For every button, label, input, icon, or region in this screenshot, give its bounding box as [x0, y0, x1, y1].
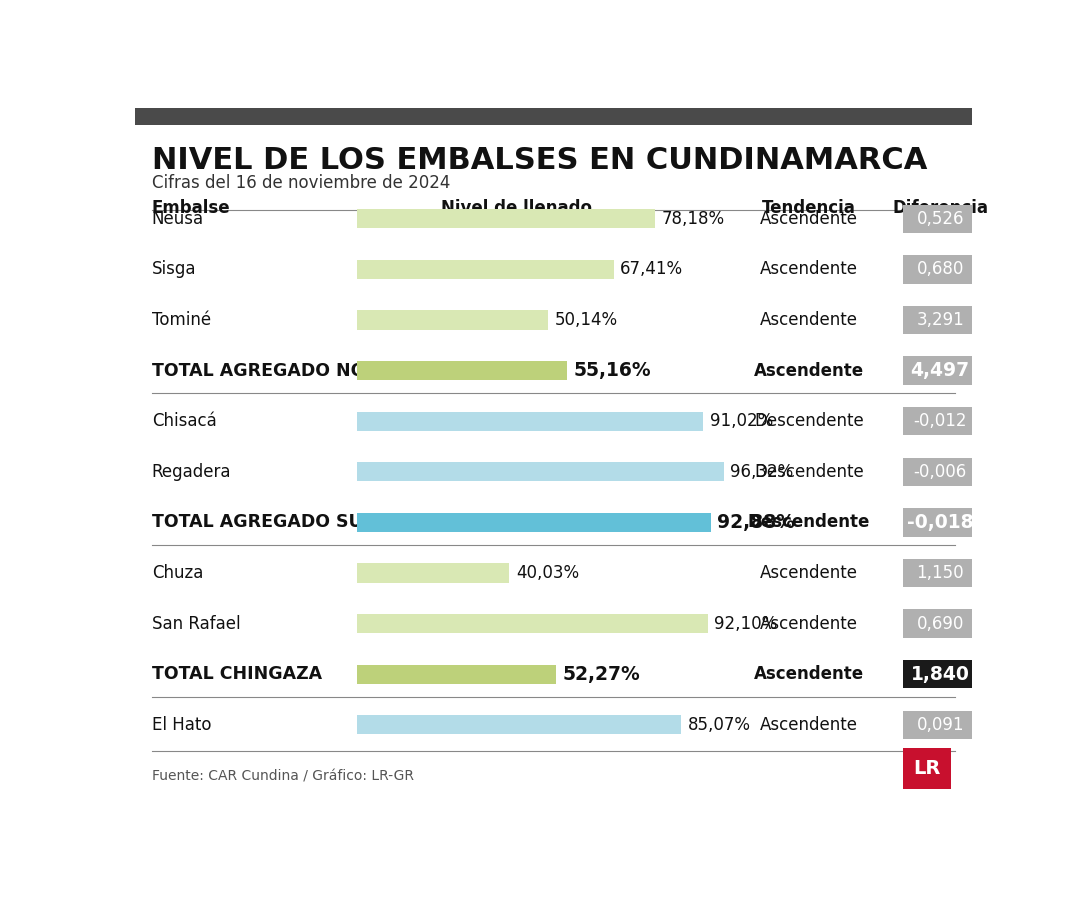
FancyBboxPatch shape: [903, 711, 977, 739]
FancyBboxPatch shape: [903, 458, 977, 486]
FancyBboxPatch shape: [903, 407, 977, 436]
FancyBboxPatch shape: [356, 463, 724, 482]
FancyBboxPatch shape: [903, 204, 977, 233]
Text: Tendencia: Tendencia: [761, 200, 855, 218]
Text: TOTAL AGREGADO NORTE: TOTAL AGREGADO NORTE: [151, 362, 402, 380]
Text: Ascendente: Ascendente: [760, 716, 858, 733]
Text: Ascendente: Ascendente: [754, 362, 864, 380]
Text: 50,14%: 50,14%: [554, 311, 618, 329]
FancyBboxPatch shape: [903, 559, 977, 587]
Text: Descendente: Descendente: [754, 412, 864, 430]
Text: 1,150: 1,150: [917, 564, 964, 582]
Text: Chuza: Chuza: [151, 564, 203, 582]
Text: TOTAL CHINGAZA: TOTAL CHINGAZA: [151, 665, 322, 683]
Text: Descendente: Descendente: [754, 463, 864, 481]
FancyBboxPatch shape: [903, 609, 977, 638]
Text: TOTAL AGREGADO SUR: TOTAL AGREGADO SUR: [151, 513, 376, 531]
Text: 55,16%: 55,16%: [573, 361, 651, 380]
Text: 4,497: 4,497: [910, 361, 970, 380]
Text: 96,32%: 96,32%: [730, 463, 794, 481]
Text: Fuente: CAR Cundina / Gráfico: LR-GR: Fuente: CAR Cundina / Gráfico: LR-GR: [151, 770, 414, 784]
Text: Nivel de llenado: Nivel de llenado: [441, 200, 592, 218]
FancyBboxPatch shape: [903, 306, 977, 334]
Text: 0,680: 0,680: [917, 260, 963, 278]
Text: 67,41%: 67,41%: [620, 260, 684, 278]
Text: Chisacá: Chisacá: [151, 412, 216, 430]
Text: -0,012: -0,012: [914, 412, 967, 430]
FancyBboxPatch shape: [903, 256, 977, 284]
Text: 78,18%: 78,18%: [661, 210, 725, 228]
Text: Ascendente: Ascendente: [760, 564, 858, 582]
Text: Descendente: Descendente: [747, 513, 870, 531]
Text: Ascendente: Ascendente: [760, 210, 858, 228]
Text: Cifras del 16 de noviembre de 2024: Cifras del 16 de noviembre de 2024: [151, 174, 450, 192]
Text: 1,840: 1,840: [910, 665, 970, 684]
Text: -0,018: -0,018: [907, 513, 973, 532]
Text: Sisga: Sisga: [151, 260, 197, 278]
Text: 0,690: 0,690: [917, 615, 963, 633]
FancyBboxPatch shape: [356, 310, 548, 329]
FancyBboxPatch shape: [903, 660, 977, 688]
Text: 0,091: 0,091: [917, 716, 964, 733]
Text: Neusa: Neusa: [151, 210, 204, 228]
Text: Diferencia: Diferencia: [892, 200, 988, 218]
Text: LR: LR: [913, 759, 941, 778]
Text: 92,10%: 92,10%: [714, 615, 778, 633]
FancyBboxPatch shape: [135, 108, 972, 125]
FancyBboxPatch shape: [356, 411, 703, 431]
FancyBboxPatch shape: [356, 210, 654, 229]
Text: 91,02%: 91,02%: [711, 412, 773, 430]
Text: Embalse: Embalse: [151, 200, 230, 218]
FancyBboxPatch shape: [356, 716, 680, 734]
Text: 3,291: 3,291: [916, 311, 964, 329]
Text: Ascendente: Ascendente: [760, 615, 858, 633]
Text: 52,27%: 52,27%: [563, 665, 640, 684]
Text: NIVEL DE LOS EMBALSES EN CUNDINAMARCA: NIVEL DE LOS EMBALSES EN CUNDINAMARCA: [151, 146, 927, 176]
FancyBboxPatch shape: [356, 361, 567, 381]
Text: 0,526: 0,526: [917, 210, 964, 228]
Text: Ascendente: Ascendente: [754, 665, 864, 683]
FancyBboxPatch shape: [356, 614, 707, 634]
Text: 92,88%: 92,88%: [717, 513, 795, 532]
Text: San Rafael: San Rafael: [151, 615, 241, 633]
FancyBboxPatch shape: [356, 260, 613, 279]
Text: Ascendente: Ascendente: [760, 260, 858, 278]
FancyBboxPatch shape: [903, 748, 951, 788]
FancyBboxPatch shape: [356, 664, 556, 684]
FancyBboxPatch shape: [903, 508, 977, 536]
Text: Tominé: Tominé: [151, 311, 211, 329]
Text: 85,07%: 85,07%: [688, 716, 751, 733]
FancyBboxPatch shape: [356, 513, 711, 532]
Text: 40,03%: 40,03%: [516, 564, 579, 582]
Text: Regadera: Regadera: [151, 463, 231, 481]
Text: Ascendente: Ascendente: [760, 311, 858, 329]
Text: -0,006: -0,006: [914, 463, 967, 481]
Text: El Hato: El Hato: [151, 716, 212, 733]
FancyBboxPatch shape: [903, 356, 977, 385]
FancyBboxPatch shape: [356, 563, 510, 582]
